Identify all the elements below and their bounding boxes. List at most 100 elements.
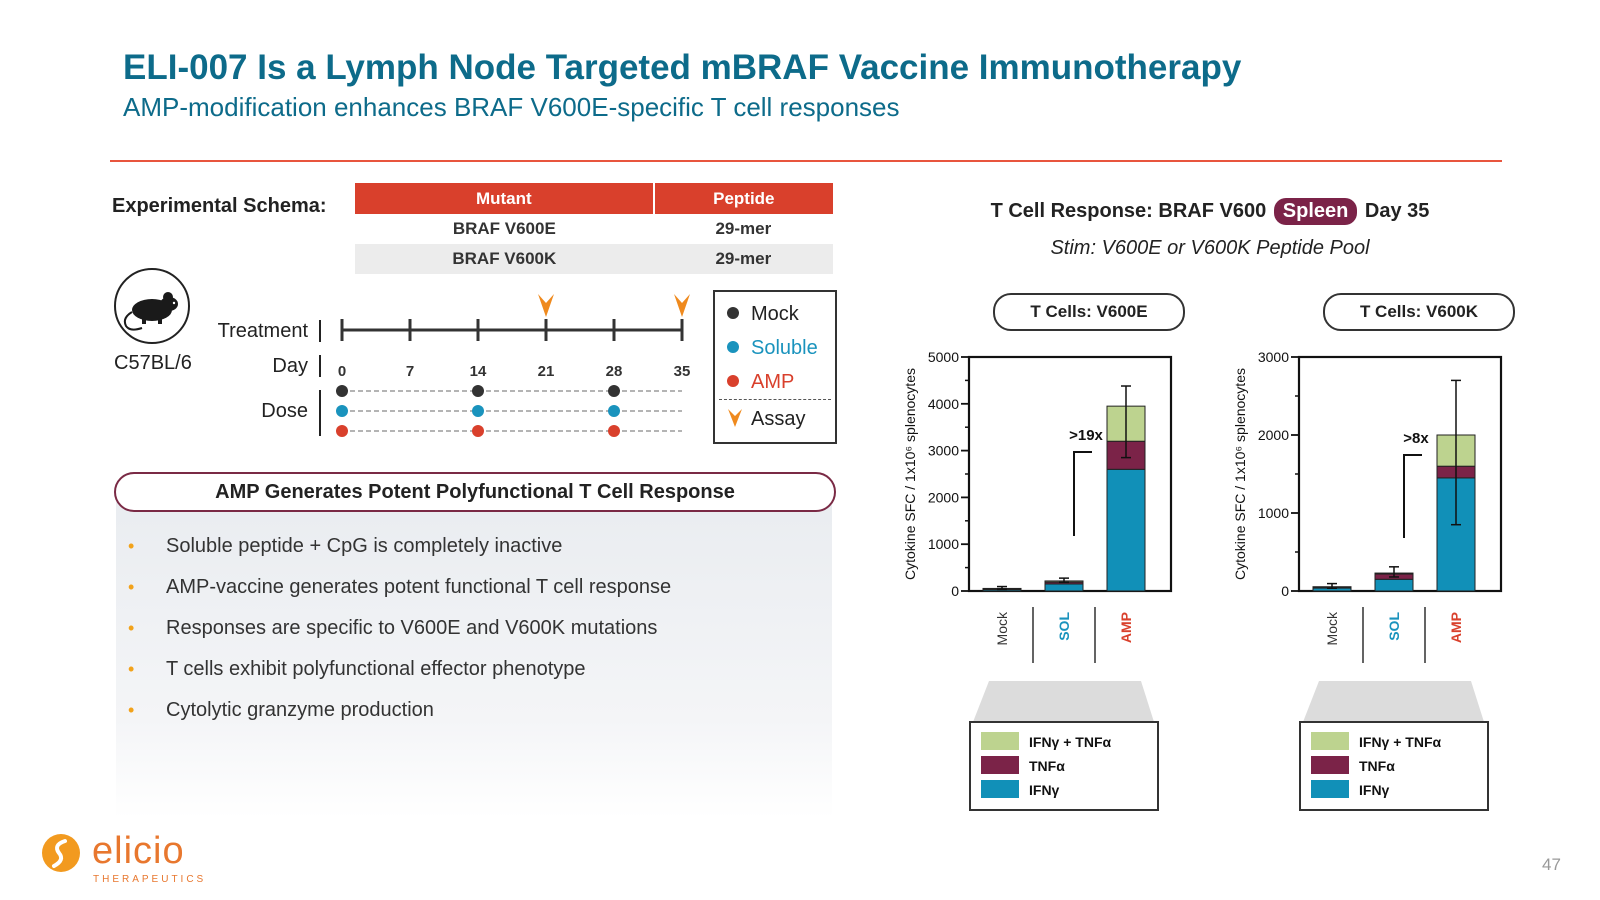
x-category-label: AMP [1448,612,1464,643]
bar-segment [1044,583,1084,592]
y-tick-label: 4000 [928,396,959,412]
y-tick-label: 1000 [1258,505,1289,521]
list-item: AMP-vaccine generates potent functional … [116,567,671,608]
dose-dot-amp [608,425,620,437]
legend-swatch [981,780,1019,798]
legend-swatch [981,756,1019,774]
fold-change-label: >8x [1403,430,1429,447]
x-category-label: Mock [1324,611,1340,645]
list-item: Responses are specific to V600E and V600… [116,608,671,649]
elicio-logo-icon [42,834,80,872]
day-tick-label: 21 [538,363,555,380]
y-tick-label: 2000 [1258,427,1289,443]
elicio-logo: elicio [42,830,185,873]
legend-soluble: Soluble [727,337,818,360]
legend-swatch [1311,732,1349,750]
dose-dot-mock [336,385,348,397]
panel-title-v600e: T Cells: V600E [993,293,1185,331]
y-tick-label: 3000 [928,443,959,459]
dose-dot-mock [472,385,484,397]
peptide-table: Mutant Peptide BRAF V600E 29-mer BRAF V6… [355,183,833,274]
logo-subtitle: THERAPEUTICS [93,874,207,885]
bar-segment [1374,578,1414,592]
table-header-peptide: Peptide [652,183,833,214]
treatment-timeline: 0 7 14 21 28 35 [319,294,691,437]
legend-zoom-shape [973,681,1154,722]
schema-legend: Mock Soluble AMP Assay [713,290,837,444]
legend-swatch [981,732,1019,750]
y-tick-label: 1000 [928,536,959,552]
mock-dot-icon [727,306,739,319]
legend-label: IFNγ [1029,782,1060,798]
fold-change-bracket [1403,454,1422,538]
legend-swatch [1311,756,1349,774]
legend-divider [719,399,831,400]
table-cell: BRAF V600E [452,219,556,238]
mouse-icon [114,268,190,344]
table-row: BRAF V600E 29-mer [355,214,833,244]
page-number: 47 [1542,855,1561,874]
x-category-label: SOL [1386,612,1402,641]
day-tick-label: 0 [338,363,346,380]
list-item: Soluble peptide + CpG is completely inac… [116,526,671,567]
table-cell: BRAF V600K [355,244,654,274]
table-cell: 29-mer [715,219,772,238]
panel-title-v600k: T Cells: V600K [1323,293,1515,331]
y-tick-label: 3000 [1258,349,1289,365]
legend-amp: AMP [727,371,794,394]
legend-amp-label: AMP [751,371,795,393]
day-tick-label: 28 [606,363,623,380]
day-tick-label: 7 [406,363,414,380]
dose-dot-soluble [472,405,484,417]
chart-title-day: Day 35 [1364,200,1430,222]
legend-label: IFNγ + TNFα [1029,734,1112,750]
dose-dot-amp [472,425,484,437]
dose-dot-soluble [336,405,348,417]
x-category-label: SOL [1056,612,1072,641]
y-axis-label: Cytokine SFC / 1x10⁶ splenocytes [1232,368,1248,580]
legend-zoom-shape [1303,681,1484,722]
day-label: Day [272,355,308,377]
legend-label: TNFα [1029,758,1065,774]
findings-panel: Soluble peptide + CpG is completely inac… [116,490,832,818]
chart-panel-1: 0 1000 2000 3000 Cytokine SFC / 1x10⁶ spleno… [1232,349,1503,811]
list-item: T cells exhibit polyfunctional effector … [116,649,671,690]
amp-dot-icon [727,374,739,387]
bar-segment [1106,468,1146,592]
day-tick-label: 35 [674,363,691,380]
legend-label: IFNγ + TNFα [1359,734,1442,750]
legend-mock-label: Mock [751,303,799,325]
page-title: ELI-007 Is a Lymph Node Targeted mBRAF V… [123,48,1242,87]
fold-change-label: >19x [1069,427,1103,444]
findings-list: Soluble peptide + CpG is completely inac… [116,526,671,731]
dose-dot-mock [608,385,620,397]
assay-arrow-icon [674,294,690,317]
day-tick-label: 14 [470,363,487,380]
list-item: Cytolytic granzyme production [116,690,671,731]
legend-assay: Assay [727,408,805,431]
page-subtitle: AMP-modification enhances BRAF V600E-spe… [123,92,900,122]
logo-wordmark: elicio [92,830,185,872]
y-tick-label: 5000 [928,349,959,365]
table-header-mutant: Mutant [355,183,654,214]
mouse-strain-label: C57BL/6 [114,352,192,374]
legend-assay-label: Assay [751,408,806,430]
assay-arrow-icon [728,408,742,427]
table-row: BRAF V600K 29-mer [355,244,833,274]
x-category-label: Mock [994,611,1010,645]
assay-arrow-icon [538,294,554,317]
chart-subtitle: Stim: V600E or V600K Peptide Pool [1050,237,1370,259]
dose-dot-soluble [608,405,620,417]
chart-title: T Cell Response: BRAF V600 Spleen Day 35 [960,198,1460,225]
schema-label: Experimental Schema: [112,195,327,217]
y-tick-label: 0 [1281,583,1289,599]
fold-change-bracket [1073,451,1092,536]
y-tick-label: 0 [951,583,959,599]
table-cell: 29-mer [653,244,833,274]
findings-banner: AMP Generates Potent Polyfunctional T Ce… [114,472,836,512]
tissue-badge: Spleen [1273,198,1358,225]
legend-label: IFNγ [1359,782,1390,798]
legend-mock: Mock [727,303,799,326]
legend-label: TNFα [1359,758,1395,774]
